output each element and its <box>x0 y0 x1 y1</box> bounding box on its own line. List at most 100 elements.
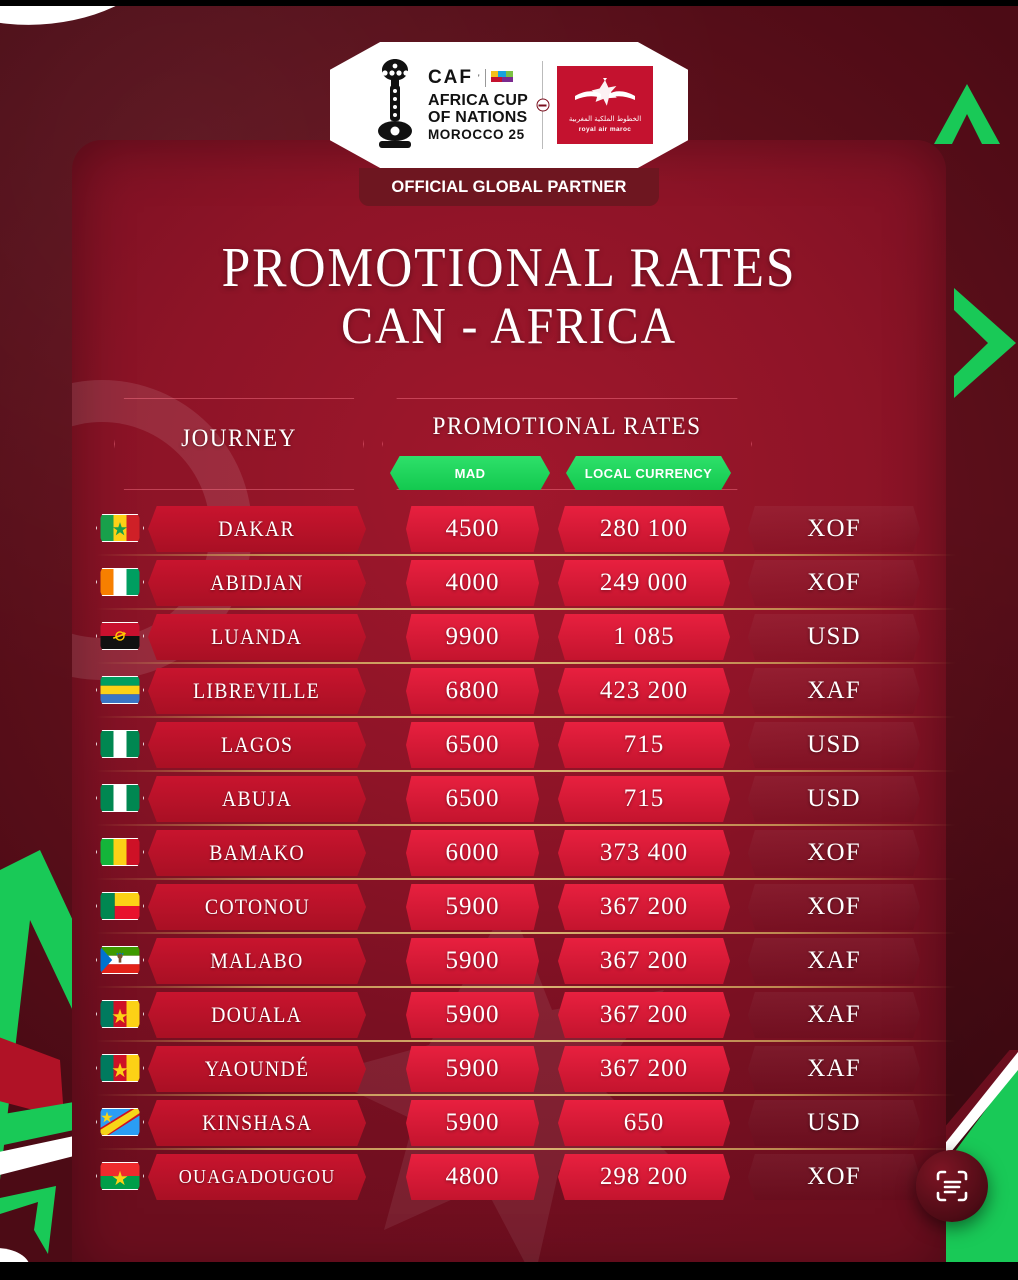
city-cell: COTONOU <box>148 884 366 930</box>
rates-header-shape: PROMOTIONAL RATES <box>382 398 752 490</box>
mad-rate-cell: 5900 <box>406 992 539 1038</box>
caf-trademark: ' <box>478 73 480 83</box>
row-divider <box>96 1148 956 1150</box>
senegal-flag <box>96 514 144 542</box>
currency-cell: XOF <box>748 884 920 930</box>
text-scan-fab-button[interactable] <box>916 1150 988 1222</box>
city-cell: BAMAKO <box>148 830 366 876</box>
row-divider <box>96 554 956 556</box>
caf-text-block: CAF ' AFRICA CUP OF NATIONS <box>428 67 528 143</box>
mad-rate-cell: 6000 <box>406 830 539 876</box>
local-rate-cell: 298 200 <box>558 1154 730 1200</box>
device-top-bar <box>0 0 1018 6</box>
table-row: ABIDJAN 4000 249 000 XOF <box>96 554 972 610</box>
currency-cell: USD <box>748 1100 920 1146</box>
table-row: LIBREVILLE 6800 423 200 XAF <box>96 662 972 718</box>
mad-rate-cell: 4000 <box>406 560 539 606</box>
currency-cell: XAF <box>748 938 920 984</box>
local-rate-cell: 367 200 <box>558 992 730 1038</box>
city-cell: LAGOS <box>148 722 366 768</box>
currency-cell: XAF <box>748 668 920 714</box>
currency-cell: XAF <box>748 1046 920 1092</box>
cote-divoire-flag <box>96 568 144 596</box>
local-rate-cell: 423 200 <box>558 668 730 714</box>
ram-latin-name: royal air maroc <box>578 125 632 133</box>
local-rate-cell: 715 <box>558 722 730 768</box>
currency-cell: XOF <box>748 1154 920 1200</box>
caf-colour-mark-icon <box>491 71 514 82</box>
table-row: DAKAR 4500 280 100 XOF <box>96 502 972 556</box>
local-rate-cell: 1 085 <box>558 614 730 660</box>
event-name: AFRICA CUP OF NATIONS MOROCCO 25 <box>428 92 528 143</box>
mad-column-header: MAD <box>390 456 550 490</box>
mad-rate-cell: 6500 <box>406 776 539 822</box>
mad-rate-cell: 6500 <box>406 722 539 768</box>
official-partner-badge: CAF ' AFRICA CUP OF NATIONS <box>330 42 688 206</box>
table-header: JOURNEY PROMOTIONAL RATES MAD LOCAL CURR… <box>96 398 972 502</box>
mad-rate-cell: 4500 <box>406 506 539 552</box>
local-rate-cell: 280 100 <box>558 506 730 552</box>
city-cell: OUAGADOUGOU <box>148 1154 366 1200</box>
city-cell: DOUALA <box>148 992 366 1038</box>
city-cell: YAOUNDÉ <box>148 1046 366 1092</box>
rates-header-label: PROMOTIONAL RATES <box>432 413 702 440</box>
currency-cell: XOF <box>748 830 920 876</box>
caf-wordmark: CAF <box>427 67 474 88</box>
dr-congo-flag <box>96 1108 144 1136</box>
currency-cell: USD <box>748 722 920 768</box>
city-cell: DAKAR <box>148 506 366 552</box>
table-row: BAMAKO 6000 373 400 XOF <box>96 824 972 880</box>
local-rate-cell: 367 200 <box>558 1046 730 1092</box>
row-divider <box>96 986 956 988</box>
badge-knot-icon <box>536 98 550 112</box>
local-rate-cell: 367 200 <box>558 938 730 984</box>
event-line-2: OF NATIONS <box>427 109 528 126</box>
official-partner-ribbon: OFFICIAL GLOBAL PARTNER <box>359 168 659 206</box>
table-row: LAGOS 6500 715 USD <box>96 716 972 772</box>
ram-wings-icon <box>575 77 636 106</box>
event-line-1: AFRICA CUP <box>427 92 529 109</box>
local-rate-cell: 249 000 <box>558 560 730 606</box>
burkina-faso-flag <box>96 1162 144 1190</box>
mad-rate-cell: 6800 <box>406 668 539 714</box>
table-row: KINSHASA 5900 650 USD <box>96 1094 972 1150</box>
mad-rate-cell: 5900 <box>406 884 539 930</box>
caf-divider <box>484 69 487 87</box>
cameroon-flag <box>96 1000 144 1028</box>
city-cell: LIBREVILLE <box>148 668 366 714</box>
city-cell: KINSHASA <box>148 1100 366 1146</box>
event-line-3: MOROCCO 25 <box>427 127 525 142</box>
poster-titles: PROMOTIONAL RATES CAN - AFRICA <box>0 238 1018 356</box>
row-divider <box>96 1040 956 1042</box>
local-rate-cell: 373 400 <box>558 830 730 876</box>
mali-flag <box>96 838 144 866</box>
row-divider <box>96 662 956 664</box>
badge-separator <box>536 61 550 149</box>
city-cell: LUANDA <box>148 614 366 660</box>
official-partner-label: OFFICIAL GLOBAL PARTNER <box>391 177 627 196</box>
gabon-flag <box>96 676 144 704</box>
city-cell: ABIDJAN <box>148 560 366 606</box>
equatorial-guinea-flag <box>96 946 144 974</box>
row-divider <box>96 878 956 880</box>
local-currency-column-header: LOCAL CURRENCY <box>566 456 731 490</box>
row-divider <box>96 716 956 718</box>
nigeria-flag <box>96 784 144 812</box>
poster-title-line1: PROMOTIONAL RATES <box>221 237 797 299</box>
nigeria-flag <box>96 730 144 758</box>
cameroon-flag <box>96 1054 144 1082</box>
text-scan-icon <box>936 1170 968 1202</box>
mad-rate-cell: 5900 <box>406 1100 539 1146</box>
table-row: YAOUNDÉ 5900 367 200 XAF <box>96 1040 972 1096</box>
angola-flag <box>96 622 144 650</box>
currency-cell: XOF <box>748 560 920 606</box>
mad-rate-cell: 5900 <box>406 938 539 984</box>
poster-title-line2: CAN - AFRICA <box>341 298 677 355</box>
royal-air-maroc-logo: الخطوط الملكية المغربية royal air maroc <box>557 66 654 144</box>
table-body: DAKAR 4500 280 100 XOF ABIDJAN 4000 249 000 XOF… <box>96 502 972 1204</box>
caf-trophy-icon <box>377 59 412 148</box>
table-row: DOUALA 5900 367 200 XAF <box>96 986 972 1042</box>
green-chevron-up-decoration <box>934 84 1000 144</box>
row-divider <box>96 932 956 934</box>
